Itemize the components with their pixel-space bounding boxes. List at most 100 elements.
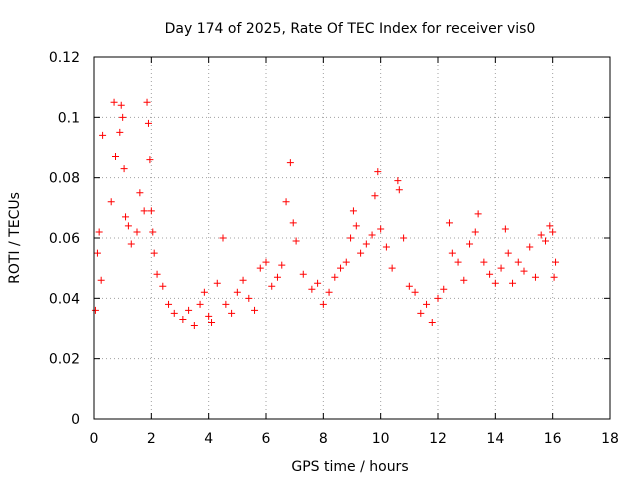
data-point: [112, 153, 119, 161]
data-point: [127, 240, 135, 248]
data-point: [136, 189, 144, 197]
data-point: [486, 270, 494, 278]
data-point: [286, 159, 294, 167]
data-point: [256, 264, 264, 272]
data-point: [417, 309, 425, 317]
data-point: [319, 300, 327, 308]
data-point: [144, 119, 152, 127]
x-tick-label: 14: [486, 431, 504, 447]
y-tick-label: 0.04: [49, 291, 80, 307]
data-point: [268, 282, 276, 290]
data-point: [388, 264, 396, 272]
data-point: [219, 234, 227, 242]
data-point: [190, 321, 198, 329]
data-point: [549, 228, 557, 236]
data-point: [445, 219, 453, 227]
data-point: [251, 306, 259, 314]
data-point: [289, 219, 297, 227]
data-point: [347, 234, 355, 242]
data-point: [150, 249, 158, 257]
data-point: [423, 300, 431, 308]
data-point: [147, 207, 155, 215]
data-point: [466, 240, 474, 248]
data-point: [153, 270, 161, 278]
data-point: [526, 243, 534, 251]
y-tick-label: 0.08: [49, 171, 80, 187]
x-tick-label: 10: [372, 431, 390, 447]
data-point: [550, 273, 558, 281]
y-tick-label: 0.06: [49, 231, 80, 247]
data-point: [120, 165, 128, 173]
data-point: [213, 279, 221, 287]
data-point: [514, 258, 522, 266]
data-point: [110, 98, 118, 106]
data-point: [278, 261, 286, 269]
data-point: [117, 101, 125, 109]
data-point: [245, 294, 253, 302]
data-point: [474, 210, 482, 218]
data-point: [273, 273, 281, 281]
data-point: [262, 258, 270, 266]
data-point: [374, 168, 382, 176]
data-point: [440, 285, 448, 293]
data-point: [299, 270, 307, 278]
data-point: [509, 279, 517, 287]
y-tick-label: 0.02: [49, 352, 80, 368]
data-point: [97, 276, 105, 284]
data-point: [337, 264, 345, 272]
data-point: [93, 249, 101, 257]
data-point: [357, 249, 365, 257]
data-point: [308, 285, 316, 293]
chart-title: Day 174 of 2025, Rate Of TEC Index for r…: [165, 21, 536, 37]
data-point: [222, 300, 230, 308]
data-point: [133, 228, 141, 236]
data-point: [377, 225, 385, 233]
axis-ticks: 0 2 4 6 8 10 12 14 16 18 0 0.02 0.04 0.06 0.08 0.1 0.12: [49, 50, 619, 447]
data-point: [95, 228, 103, 236]
x-tick-label: 18: [601, 431, 619, 447]
x-tick-label: 4: [204, 431, 213, 447]
x-tick-label: 6: [262, 431, 271, 447]
data-point: [542, 237, 549, 245]
x-axis-title: GPS time / hours: [291, 459, 408, 475]
data-point: [116, 128, 124, 136]
data-point: [143, 98, 151, 106]
data-point: [342, 258, 350, 266]
y-axis-title: ROTI / TECUs: [7, 192, 23, 284]
y-tick-label: 0.12: [49, 50, 80, 66]
x-tick-label: 12: [429, 431, 447, 447]
data-point: [501, 225, 509, 233]
data-point: [196, 300, 204, 308]
data-point: [159, 282, 167, 290]
data-point: [205, 312, 213, 320]
data-point: [362, 240, 370, 248]
data-point: [228, 309, 236, 317]
data-point: [208, 318, 216, 326]
data-point: [552, 258, 560, 266]
data-point: [282, 198, 290, 206]
data-point: [122, 213, 130, 221]
data-point: [460, 276, 468, 284]
data-point: [520, 267, 528, 275]
data-point: [200, 288, 208, 296]
data-point: [325, 288, 333, 296]
data-point: [124, 222, 132, 230]
data-point: [531, 273, 539, 281]
data-point: [448, 249, 456, 257]
data-point: [140, 207, 148, 215]
y-tick-label: 0: [71, 412, 80, 428]
data-point: [454, 258, 462, 266]
data-point: [352, 222, 360, 230]
data-point: [504, 249, 512, 257]
data-point: [91, 306, 99, 314]
data-point: [411, 288, 419, 296]
x-tick-label: 0: [90, 431, 99, 447]
data-point: [149, 228, 157, 236]
data-point: [368, 231, 376, 239]
data-points: [91, 98, 560, 329]
data-point: [170, 309, 178, 317]
data-point: [233, 288, 241, 296]
data-point: [471, 228, 479, 236]
x-tick-label: 8: [319, 431, 328, 447]
